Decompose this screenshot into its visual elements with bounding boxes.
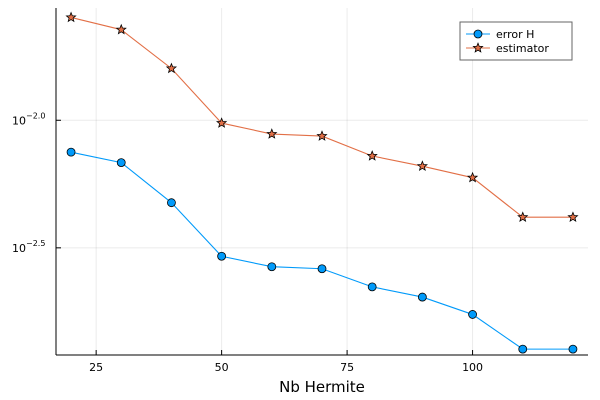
- data-point: [65, 11, 77, 23]
- y-tick-label-exponent: −2.0: [26, 111, 45, 120]
- legend-marker: [472, 42, 484, 53]
- series-layer: [65, 11, 579, 354]
- data-point: [466, 171, 479, 183]
- data-point: [316, 130, 328, 141]
- x-tick-label: 50: [215, 361, 229, 374]
- axes: [55, 8, 588, 356]
- legend-item: error H: [466, 28, 534, 41]
- data-point: [568, 344, 578, 354]
- x-tick-label: 25: [89, 361, 103, 374]
- data-point: [165, 62, 178, 74]
- data-point: [267, 262, 277, 272]
- data-point: [115, 23, 127, 35]
- data-point: [468, 310, 477, 319]
- data-point: [266, 128, 278, 139]
- x-tick-label: 75: [340, 361, 354, 374]
- x-tick-label: 100: [462, 361, 483, 374]
- series-error-h: [66, 147, 578, 354]
- legend-box: [459, 21, 573, 61]
- legend-item: estimator: [466, 42, 549, 55]
- data-point: [567, 211, 579, 222]
- data-point: [116, 158, 126, 168]
- x-axis-title: Nb Hermite: [279, 378, 365, 396]
- data-point: [66, 147, 76, 157]
- data-point: [216, 117, 228, 128]
- data-point: [217, 251, 227, 261]
- data-point: [518, 344, 528, 354]
- y-tick-label-base: 10: [12, 114, 26, 127]
- data-point: [517, 211, 529, 222]
- data-point: [417, 292, 427, 302]
- data-point: [367, 282, 377, 292]
- series-estimator: [65, 11, 579, 222]
- grid: [56, 8, 588, 355]
- data-point: [317, 264, 327, 274]
- data-point: [167, 198, 176, 208]
- series-line: [70, 151, 573, 350]
- legend-label: error H: [496, 28, 534, 41]
- y-tick-label-base: 10: [12, 242, 26, 255]
- data-point: [366, 150, 378, 161]
- legend-label: estimator: [496, 42, 549, 55]
- data-point: [416, 160, 428, 171]
- legend-marker: [473, 29, 483, 39]
- y-tick-label-exponent: −2.5: [26, 239, 45, 248]
